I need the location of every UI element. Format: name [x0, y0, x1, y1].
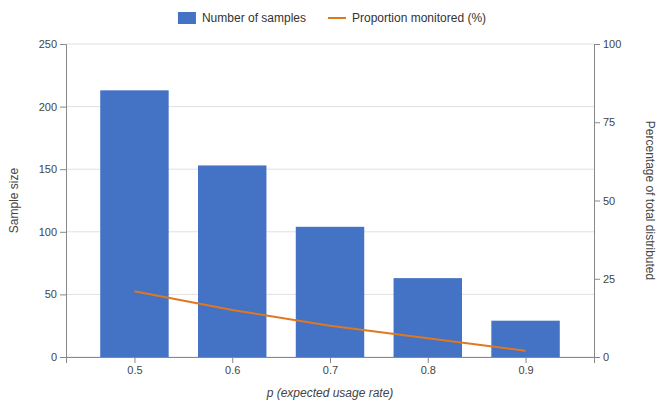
y2-axis-title: Percentage of total distributed [643, 121, 657, 280]
axis-line [67, 358, 595, 364]
tick-label: 25 [603, 273, 615, 285]
tick: 150 [39, 163, 66, 175]
tick: 0.8 [421, 357, 436, 376]
grid-line [66, 44, 594, 45]
tick: 100 [594, 38, 621, 50]
axis-line [595, 45, 601, 358]
tick-label: 50 [45, 288, 57, 300]
tick-mark [60, 44, 66, 45]
tick: 75 [594, 116, 615, 128]
tick-mark [60, 294, 66, 295]
bar [296, 227, 364, 357]
tick-mark [60, 232, 66, 233]
line [134, 291, 525, 350]
y-axis: 0 50 100 150 200 250 [39, 38, 67, 363]
tick-mark [60, 107, 66, 108]
tick-label: 250 [39, 38, 57, 50]
tick-mark [594, 44, 600, 45]
tick-mark [134, 357, 135, 363]
axis-line [60, 45, 67, 358]
tick-label: 0 [603, 351, 609, 363]
tick: 50 [594, 195, 615, 207]
legend-item: Number of samples [178, 11, 306, 25]
legend-item: Proportion monitored (%) [328, 11, 486, 25]
chart: 0.5 0.6 0.7 0.8 0.9 0 50 100 150 200 250 0 25 50 75 100… [0, 0, 664, 411]
tick-label: 0.6 [225, 364, 240, 376]
tick-label: 0 [51, 351, 57, 363]
tick-label: 50 [603, 195, 615, 207]
y2-axis: 0 25 50 75 100 [594, 38, 621, 363]
bar [100, 90, 168, 357]
legend-swatch [178, 12, 196, 24]
bar-series [100, 90, 560, 357]
tick: 0.9 [518, 357, 533, 376]
tick: 0.5 [127, 357, 142, 376]
bar [394, 278, 462, 357]
plot-area [100, 90, 560, 357]
tick: 0 [594, 351, 609, 363]
legend: Number of samples Proportion monitored (%… [178, 11, 486, 25]
x-axis: 0.5 0.6 0.7 0.8 0.9 [67, 357, 595, 376]
tick-label: 100 [39, 226, 57, 238]
tick-label: 0.7 [323, 364, 338, 376]
tick-label: 0.5 [127, 364, 142, 376]
tick-label: 0.8 [421, 364, 436, 376]
tick: 0 [51, 351, 66, 363]
tick-label: 200 [39, 101, 57, 113]
tick-mark [60, 169, 66, 170]
legend-label: Proportion monitored (%) [352, 11, 486, 25]
y-axis-title: Sample size [7, 168, 21, 234]
tick-label: 75 [603, 116, 615, 128]
tick: 0.6 [225, 357, 240, 376]
tick-mark [232, 357, 233, 363]
tick-label: 0.9 [518, 364, 533, 376]
tick-mark [594, 357, 600, 358]
tick: 100 [39, 226, 66, 238]
grid [66, 44, 594, 357]
tick-mark [428, 357, 429, 363]
tick-mark [60, 357, 66, 358]
tick-mark [526, 357, 527, 363]
bar [491, 321, 559, 357]
x-axis-title: p (expected usage rate) [266, 386, 394, 400]
tick-mark [330, 357, 331, 363]
tick: 50 [45, 288, 66, 300]
tick-mark [594, 279, 600, 280]
tick: 25 [594, 273, 615, 285]
tick-label: 150 [39, 163, 57, 175]
tick: 250 [39, 38, 66, 50]
legend-label: Number of samples [202, 11, 306, 25]
tick: 200 [39, 101, 66, 113]
tick-label: 100 [603, 38, 621, 50]
tick-mark [594, 201, 600, 202]
legend-swatch [328, 17, 346, 19]
bar [198, 165, 266, 357]
tick: 0.7 [323, 357, 338, 376]
tick-mark [594, 122, 600, 123]
